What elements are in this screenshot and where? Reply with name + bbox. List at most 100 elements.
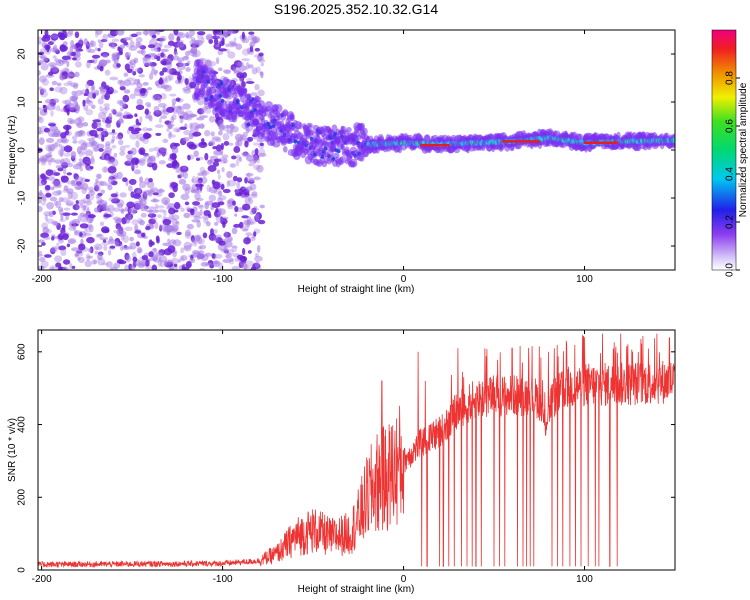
spectrogram-noise-blob: [81, 205, 90, 213]
spectrogram-noise-blob: [259, 142, 264, 147]
spectrogram-noise-blob: [39, 88, 47, 93]
spectrogram-noise-blob: [157, 102, 167, 108]
spectrogram-noise-blob: [125, 153, 133, 160]
spectrogram-noise-blob: [111, 38, 120, 43]
spectrogram-noise-blob: [215, 215, 224, 224]
spectrogram-noise-blob: [144, 108, 150, 115]
spectrogram-noise-blob: [145, 226, 151, 231]
spectrogram-signal-blob: [304, 145, 311, 151]
spectrogram-noise-blob: [110, 193, 118, 198]
spectrogram-noise-blob: [87, 193, 95, 201]
spectrogram-marks: [38, 30, 675, 270]
spectrogram-noise-blob: [93, 207, 101, 213]
spectrogram-noise-blob: [73, 173, 79, 180]
spectrogram-noise-blob: [90, 40, 97, 48]
spectrogram-noise-blob: [50, 33, 59, 41]
spectrogram-noise-blob: [241, 31, 245, 40]
spectrogram-noise-blob: [103, 213, 112, 218]
spectrogram-noise-blob: [86, 60, 91, 69]
spectrogram-noise-blob: [160, 52, 165, 58]
spectrogram-noise-blob: [254, 253, 259, 258]
spectrogram-noise-blob: [109, 42, 115, 49]
spectrogram-noise-blob: [111, 158, 119, 167]
spectrogram-noise-blob: [41, 222, 49, 230]
spectrogram-noise-blob: [219, 157, 225, 162]
spectrogram-noise-blob: [196, 220, 201, 228]
spectrogram-noise-blob: [113, 262, 121, 269]
spectrogram-noise-blob: [185, 261, 192, 269]
snr-ytick-label: 400: [17, 416, 28, 433]
spectrogram-signal-blob: [196, 59, 204, 68]
spectrogram-noise-blob: [42, 226, 50, 234]
spectrogram-noise-blob: [117, 132, 124, 140]
spectrogram-signal-blob: [208, 86, 217, 95]
spectrogram-noise-blob: [180, 247, 185, 254]
spectrogram-noise-blob: [58, 189, 62, 196]
spectrogram-noise-blob: [160, 115, 168, 119]
spectrogram-noise-blob: [81, 187, 88, 194]
spectrogram-signal-blob: [212, 70, 217, 77]
spectrogram-noise-blob: [51, 220, 58, 225]
spectrogram-signal-blob: [264, 101, 273, 109]
spectrogram-noise-blob: [154, 48, 159, 52]
spectrogram-noise-blob: [197, 177, 203, 184]
spectrogram-noise-blob: [95, 173, 102, 180]
spectrogram-noise-blob: [134, 127, 142, 132]
spectrogram-noise-blob: [150, 241, 155, 246]
spectrogram-signal-blob: [303, 140, 310, 147]
snr-xtick-label: -200: [32, 574, 52, 585]
spectrogram-noise-blob: [246, 216, 252, 223]
spectrogram-noise-blob: [225, 124, 231, 129]
spectrogram-noise-blob: [183, 241, 192, 250]
spectrogram-noise-blob: [101, 166, 109, 173]
spectrogram-noise-blob: [69, 262, 73, 270]
colorbar: 0.0 0.2 0.4 0.6 0.8 Normalized spectral ampl…: [711, 29, 749, 277]
spectrogram-noise-blob: [58, 196, 64, 203]
spectrogram-noise-blob: [182, 183, 191, 191]
spectrogram-noise-blob: [67, 191, 73, 200]
spectrogram-noise-blob: [54, 255, 63, 263]
spectrogram-noise-blob: [50, 34, 59, 39]
spectrogram-noise-blob: [168, 73, 174, 81]
spectrogram-noise-blob: [247, 250, 252, 254]
spectrogram-noise-blob: [123, 79, 132, 87]
spectrogram-noise-blob: [247, 136, 254, 142]
spectrogram-noise-blob: [226, 129, 233, 134]
spectrogram-noise-blob: [148, 72, 154, 80]
spectrogram-noise-blob: [184, 201, 190, 206]
spectrogram-noise-blob: [242, 151, 249, 156]
spectrogram-noise-blob: [201, 138, 205, 143]
spectrogram-noise-blob: [254, 83, 260, 91]
spectrogram-noise-blob: [189, 48, 197, 54]
spectrogram-noise-blob: [38, 137, 45, 145]
spectrogram-noise-blob: [115, 223, 122, 230]
spectrogram-noise-blob: [208, 140, 216, 146]
spectrogram-noise-blob: [213, 253, 223, 259]
spectrogram-noise-blob: [38, 70, 41, 76]
spectrogram-noise-blob: [74, 230, 79, 236]
spectrogram-xtick-label: -200: [32, 274, 52, 285]
spectrogram-noise-blob: [159, 71, 165, 76]
spectrogram-noise-blob: [131, 163, 135, 172]
spectrogram-noise-blob: [118, 139, 124, 146]
spectrogram-noise-blob: [51, 180, 61, 185]
spectrogram-noise-blob: [241, 80, 246, 88]
spectrogram-noise-blob: [247, 34, 257, 41]
spectrogram-noise-blob: [253, 176, 261, 181]
spectrogram-noise-blob: [67, 117, 74, 125]
spectrogram-noise-blob: [234, 257, 239, 262]
spectrogram-noise-blob: [189, 30, 196, 37]
spectrogram-noise-blob: [204, 262, 213, 266]
spectrogram-noise-blob: [86, 207, 90, 214]
spectrogram-noise-blob: [162, 60, 167, 66]
spectrogram-noise-blob: [137, 42, 144, 49]
spectrogram-noise-blob: [158, 188, 163, 193]
spectrogram-noise-blob: [124, 252, 130, 261]
spectrogram-noise-blob: [162, 138, 169, 144]
spectrogram-noise-blob: [83, 38, 88, 46]
spectrogram-noise-blob: [147, 206, 156, 210]
spectrogram-noise-blob: [202, 232, 208, 239]
spectrogram-noise-blob: [82, 99, 86, 107]
spectrogram-noise-blob: [213, 158, 222, 162]
spectrogram-noise-blob: [74, 117, 82, 126]
